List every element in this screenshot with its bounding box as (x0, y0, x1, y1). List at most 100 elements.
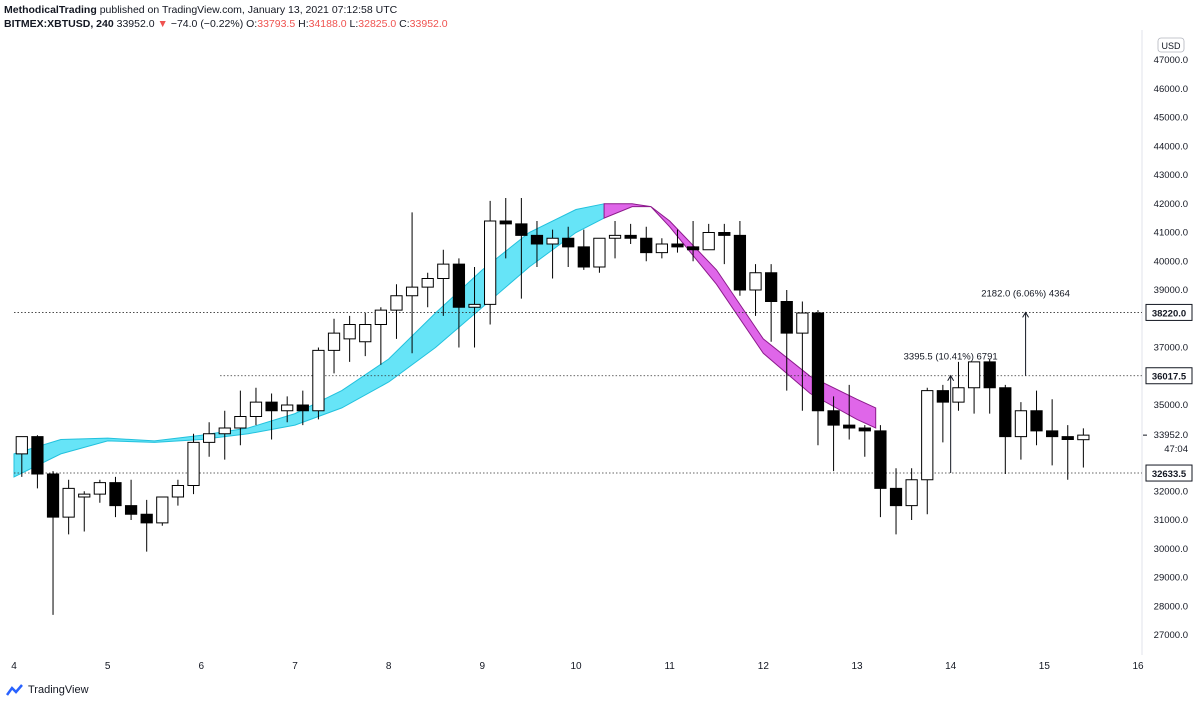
candle-body[interactable] (140, 513, 153, 524)
measure-arrow-head (947, 374, 955, 382)
tradingview-logo[interactable]: TradingView (6, 684, 89, 696)
candle-body[interactable] (265, 401, 278, 412)
candle-body[interactable] (967, 361, 981, 389)
candle-body[interactable] (640, 237, 653, 254)
y-tick-label: 35000.0 (1154, 400, 1188, 411)
open-label: O: (246, 18, 258, 30)
y-tick-label: 45000.0 (1154, 113, 1188, 124)
candle-body[interactable] (234, 416, 247, 429)
x-tick-label: 14 (945, 661, 957, 672)
candle-body[interactable] (562, 237, 575, 248)
candle-body[interactable] (921, 390, 934, 481)
candle-body[interactable] (171, 485, 185, 498)
candle-body[interactable] (421, 278, 434, 288)
y-tick-label: 39000.0 (1154, 285, 1188, 296)
candle-body[interactable] (1061, 436, 1074, 440)
chart-header: MethodicalTrading published on TradingVi… (4, 3, 448, 31)
candle-body[interactable] (983, 361, 996, 389)
price-badge-label: 38220.0 (1152, 308, 1186, 319)
candle-body[interactable] (515, 223, 528, 236)
candle-body[interactable] (218, 427, 231, 435)
candle-body[interactable] (31, 436, 44, 475)
candle-body[interactable] (655, 243, 668, 254)
y-tick-label: 27000.0 (1154, 630, 1188, 641)
candle-body[interactable] (281, 404, 294, 412)
candle-body[interactable] (858, 427, 871, 432)
candle-body[interactable] (93, 482, 106, 495)
candle-body[interactable] (296, 404, 309, 412)
candle-body[interactable] (1077, 434, 1090, 441)
candle-body[interactable] (936, 390, 949, 403)
candle-body[interactable] (702, 232, 715, 251)
candle-body[interactable] (327, 332, 341, 351)
candle-body[interactable] (796, 312, 809, 334)
low-label: L: (349, 18, 359, 30)
candle-body[interactable] (124, 505, 138, 515)
candle-body[interactable] (749, 272, 762, 291)
candle-body[interactable] (62, 487, 75, 518)
y-tick-label: 29000.0 (1154, 573, 1188, 584)
currency-box[interactable] (1157, 37, 1185, 53)
candle-body[interactable] (624, 234, 637, 239)
y-tick-label: 46000.0 (1154, 84, 1188, 95)
y-tick-label: 43000.0 (1154, 170, 1188, 181)
y-tick-label: 31000.0 (1154, 515, 1188, 526)
candle-body[interactable] (905, 479, 918, 507)
candle-body[interactable] (780, 301, 793, 334)
candle-body[interactable] (530, 234, 544, 245)
candle-body[interactable] (312, 349, 325, 412)
price-badge[interactable] (1145, 464, 1193, 482)
candle-body[interactable] (405, 286, 419, 297)
candle-body[interactable] (15, 436, 28, 455)
candle-body[interactable] (608, 234, 622, 239)
candle-body[interactable] (718, 232, 731, 236)
candle-body[interactable] (203, 433, 216, 443)
candle-body[interactable] (359, 324, 372, 343)
candle-body[interactable] (811, 312, 825, 412)
candle-body[interactable] (187, 441, 200, 486)
candle-body[interactable] (874, 430, 887, 489)
low-value: 32825.0 (358, 18, 397, 30)
candle-body[interactable] (46, 473, 60, 518)
candle-body[interactable] (78, 493, 91, 498)
candle-body[interactable] (390, 295, 403, 311)
candle-body[interactable] (1030, 410, 1043, 432)
candle-body[interactable] (484, 220, 497, 305)
tradingview-brand: TradingView (28, 684, 89, 696)
candle-body[interactable] (156, 496, 169, 524)
candle-body[interactable] (249, 401, 263, 417)
candle-body[interactable] (343, 324, 356, 340)
candle-body[interactable] (733, 234, 747, 291)
candle-body[interactable] (109, 482, 122, 507)
candle-body[interactable] (374, 309, 387, 325)
candle-body[interactable] (999, 387, 1012, 438)
candle-body[interactable] (889, 487, 903, 507)
last-price-label: 33952.0 (1154, 430, 1188, 441)
price-badge[interactable] (1145, 303, 1193, 321)
candle-body[interactable] (437, 263, 450, 279)
price-badge[interactable] (1145, 367, 1193, 385)
open-value: 33793.5 (257, 18, 296, 30)
candle-body[interactable] (1046, 430, 1059, 438)
candle-body[interactable] (499, 220, 512, 225)
candle-body[interactable] (843, 424, 856, 429)
candle-body[interactable] (546, 237, 559, 245)
candle-body[interactable] (452, 263, 466, 308)
candle-body[interactable] (671, 243, 684, 248)
candle-body[interactable] (468, 303, 481, 308)
symbol-label[interactable]: BITMEX:XBTUSD, 240 (4, 18, 114, 30)
candle-body[interactable] (827, 410, 840, 426)
close-label: C: (399, 18, 410, 30)
y-tick-label: 40000.0 (1154, 256, 1188, 267)
candle-body[interactable] (686, 246, 700, 251)
y-tick-label: 37000.0 (1154, 343, 1188, 354)
candle-body[interactable] (765, 272, 778, 302)
y-tick-label: 44000.0 (1154, 141, 1188, 152)
candle-body[interactable] (1014, 410, 1028, 438)
publisher-name[interactable]: MethodicalTrading (4, 4, 97, 16)
candle-body[interactable] (577, 246, 590, 268)
candle-body[interactable] (593, 237, 606, 268)
ohlc-legend: BITMEX:XBTUSD, 240 33952.0 ▼ −74.0 (−0.2… (4, 17, 448, 31)
candle-body[interactable] (952, 387, 965, 403)
